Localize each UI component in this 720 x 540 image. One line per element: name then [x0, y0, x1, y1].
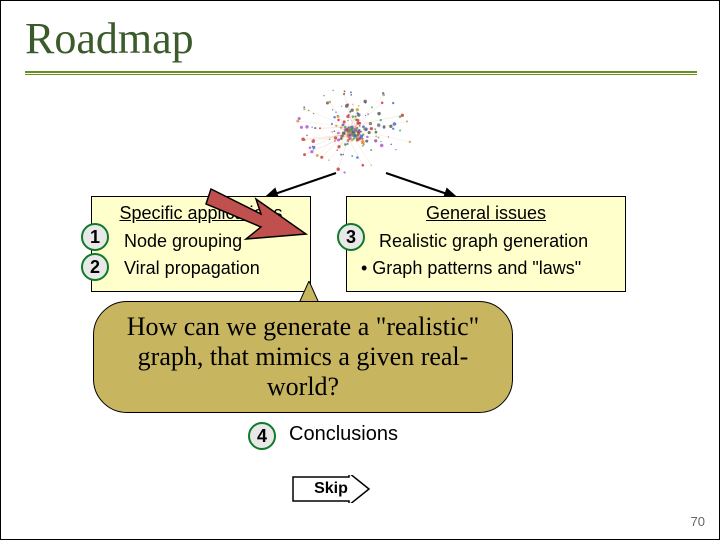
badge-4: 4: [248, 422, 276, 450]
left-box-item-2: Viral propagation: [124, 255, 300, 282]
conclusions-label: Conclusions: [289, 423, 398, 446]
title-underline: [25, 71, 697, 75]
skip-label: Skip: [314, 480, 348, 498]
general-issues-box: General issues Realistic graph generatio…: [346, 196, 626, 292]
network-graph-thumbnail: [276, 86, 426, 176]
page-number: 70: [691, 514, 705, 529]
red-highlight-arrow: [191, 179, 311, 259]
slide-title: Roadmap: [25, 13, 194, 64]
right-box-item-2: • Graph patterns and "laws": [361, 255, 615, 282]
right-box-header: General issues: [357, 203, 615, 224]
badge-1: 1: [81, 223, 109, 251]
slide: Roadmap Specific applications Node group…: [0, 0, 720, 540]
badge-3: 3: [337, 223, 365, 251]
skip-button[interactable]: Skip: [291, 475, 371, 503]
callout-bubble: How can we generate a "realistic" graph,…: [93, 301, 513, 413]
right-box-item-1: Realistic graph generation: [379, 228, 615, 255]
callout-text: How can we generate a "realistic" graph,…: [108, 312, 498, 402]
badge-2: 2: [81, 253, 109, 281]
